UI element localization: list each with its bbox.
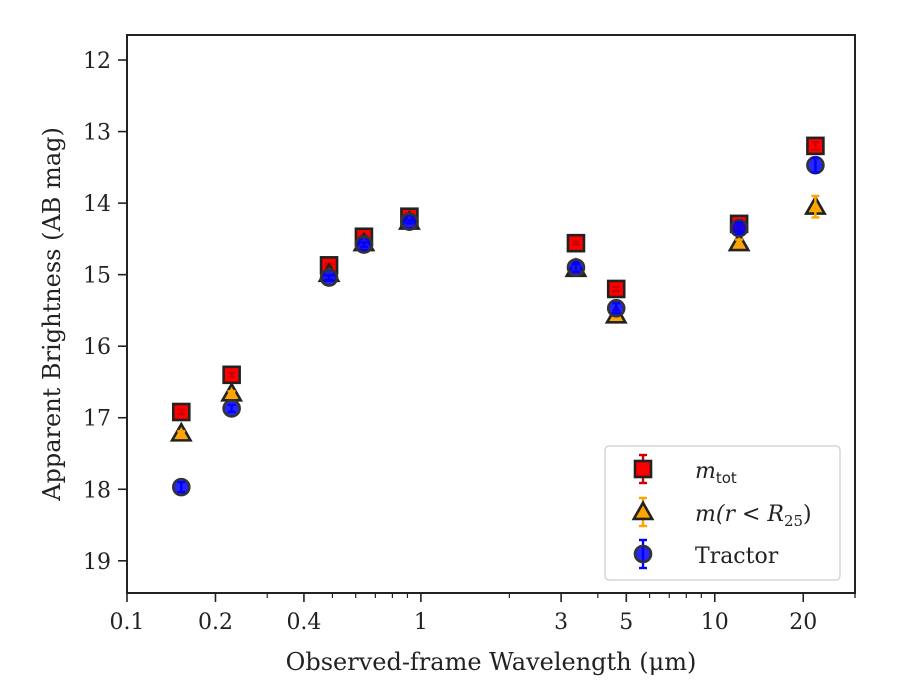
plot-frame: [126, 34, 856, 594]
x-tick-label: 20: [789, 610, 817, 635]
x-tick-label: 0.4: [286, 610, 321, 635]
y-tick-label: 19: [83, 550, 111, 575]
y-tick-label: 17: [83, 407, 111, 432]
y-tick-label: 12: [83, 49, 111, 74]
y-tick-label: 13: [83, 121, 111, 146]
y-tick-label: 16: [83, 335, 111, 360]
legend-m-r-r25-marker: [631, 500, 655, 521]
y-tick-label: 15: [83, 264, 111, 289]
x-axis-ticks: 0.1 0.2 0.4 1 3 5 10 20: [110, 593, 856, 635]
y-tick-label: 14: [83, 192, 111, 217]
data-markers: [169, 136, 827, 497]
legend: mtot m(r < R25) Tractor: [604, 445, 841, 581]
legend-tractor-marker: [633, 544, 653, 564]
y-tick-label: 18: [83, 478, 111, 503]
legend-label-m-r-r25: m(r < R25): [695, 502, 812, 530]
y-axis-ticks: 12 13 14 15 16 17 18 19: [83, 49, 127, 575]
x-tick-label: 3: [554, 610, 568, 635]
legend-mtot-marker: [633, 459, 653, 479]
x-tick-label: 0.2: [198, 610, 233, 635]
x-tick-label: 10: [701, 610, 729, 635]
x-tick-label: 1: [414, 610, 428, 635]
legend-label-tractor: Tractor: [695, 544, 779, 569]
legend-label-mtot: mtot: [695, 459, 737, 487]
x-axis-label: Observed-frame Wavelength (μm): [286, 648, 697, 676]
x-tick-label: 0.1: [110, 610, 145, 635]
legend-markers: [631, 453, 655, 570]
legend-box: [604, 445, 841, 581]
y-axis-label: Apparent Brightness (AB mag): [38, 127, 66, 502]
x-tick-label: 5: [619, 610, 633, 635]
